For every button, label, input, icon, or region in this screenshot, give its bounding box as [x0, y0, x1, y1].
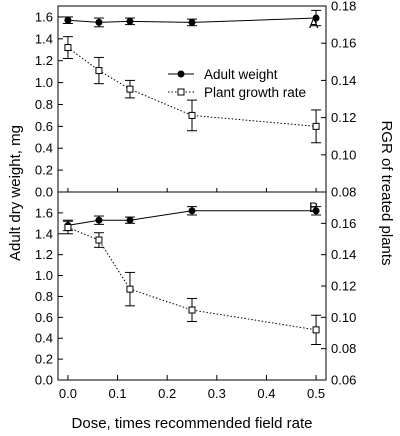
plant-growth-rate-point [188, 111, 196, 119]
x-tick-label: 0.0 [59, 386, 77, 401]
x-tick-label: 0.4 [257, 386, 275, 401]
y-axis-right-label: RGR of treated plants [378, 120, 395, 265]
y-axis-left-label: Adult dry weight, mg [7, 125, 24, 261]
adult-weight-point [126, 17, 134, 25]
right-tick-label-a: 0.18 [331, 0, 356, 14]
x-tick-label: 0.5 [307, 386, 325, 401]
left-tick-label-a: 0.4 [35, 141, 53, 156]
right-tick-label-b: 0.12 [331, 279, 356, 294]
left-tick-label-a: 1.2 [35, 53, 53, 68]
left-tick-label-b: 1.2 [35, 247, 53, 262]
x-axis-label: Dose, times recommended field rate [72, 415, 313, 432]
plant-growth-rate-point [126, 285, 134, 293]
left-tick-label-b: 1.4 [35, 226, 53, 241]
left-tick-label-b: 0.4 [35, 331, 53, 346]
legend-adult-weight-label: Adult weight [204, 67, 278, 82]
right-tick-label-a: 0.14 [331, 73, 356, 88]
left-tick-label-a: 1.0 [35, 75, 53, 90]
panel-a-letter: A [309, 15, 319, 31]
plant-growth-rate-point [64, 224, 72, 232]
left-tick-label-a: 0.8 [35, 97, 53, 112]
adult-weight-point [95, 18, 103, 26]
legend-adult-weight-marker [177, 70, 185, 78]
left-tick-label-b: 0.2 [35, 352, 53, 367]
left-tick-label-b: 0.0 [35, 373, 53, 388]
right-tick-label-b: 0.14 [331, 247, 356, 262]
plant-growth-rate-point [95, 67, 103, 75]
left-tick-label-b: 1.0 [35, 268, 53, 283]
right-tick-label-b: 0.10 [331, 310, 356, 325]
left-tick-label-b: 0.6 [35, 310, 53, 325]
right-tick-label-a: 0.12 [331, 110, 356, 125]
right-tick-label-b: 0.08 [331, 341, 356, 356]
adult-weight-point [126, 216, 134, 224]
legend-plant-growth-label: Plant growth rate [204, 85, 306, 100]
right-tick-label-a: 0.10 [331, 147, 356, 162]
left-tick-label-a: 0.0 [35, 185, 53, 200]
legend: Adult weight Plant growth rate [168, 67, 306, 100]
plant-growth-rate-point [64, 44, 72, 52]
left-tick-label-a: 0.2 [35, 163, 53, 178]
right-tick-label-a: 0.16 [331, 36, 356, 51]
adult-weight-point [312, 14, 320, 22]
left-tick-label-b: 1.6 [35, 205, 53, 220]
left-tick-label-a: 1.4 [35, 31, 53, 46]
x-tick-label: 0.2 [158, 386, 176, 401]
adult-weight-point [64, 16, 72, 24]
adult-weight-point [188, 207, 196, 215]
plant-growth-rate-point [312, 326, 320, 334]
adult-weight-point [312, 207, 320, 215]
plant-growth-rate-point [312, 122, 320, 130]
left-tick-label-a: 1.6 [35, 9, 53, 24]
legend-plant-growth-marker [177, 88, 185, 96]
x-tick-label: 0.1 [109, 386, 127, 401]
adult-weight-point [95, 216, 103, 224]
plant-growth-rate-point [95, 236, 103, 244]
right-tick-label-a: 0.08 [331, 185, 356, 200]
adult-weight-point [188, 18, 196, 26]
plant-growth-rate-point [126, 85, 134, 93]
left-tick-label-a: 0.6 [35, 119, 53, 134]
plant-growth-rate-point [188, 306, 196, 314]
right-tick-label-b: 0.16 [331, 216, 356, 231]
x-tick-label: 0.3 [208, 386, 226, 401]
right-tick-label-b: 0.06 [331, 373, 356, 388]
left-tick-label-b: 0.8 [35, 289, 53, 304]
